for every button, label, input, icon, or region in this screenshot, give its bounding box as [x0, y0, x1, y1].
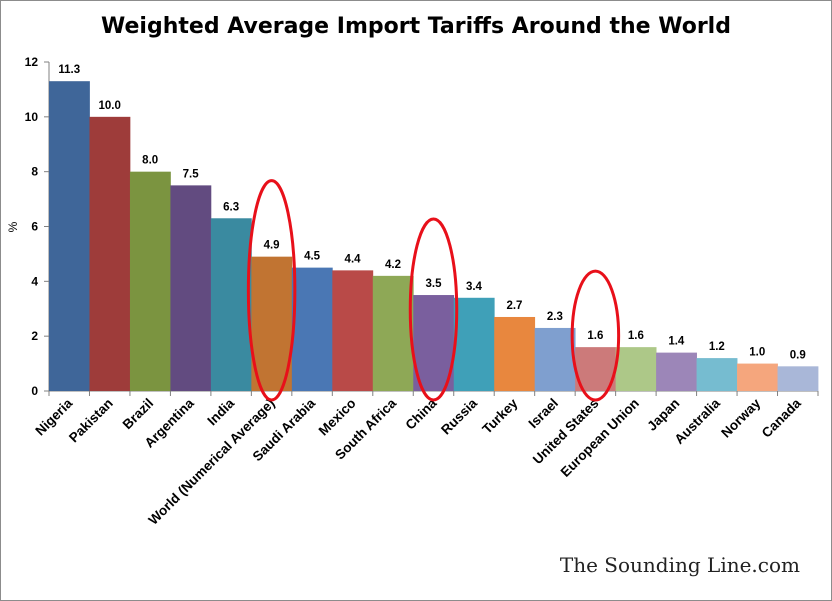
bar [291, 267, 333, 391]
category-label: European Union [558, 396, 642, 480]
y-tick-label: 10 [25, 110, 39, 124]
value-label: 6.3 [223, 201, 239, 213]
value-label: 4.9 [264, 240, 280, 252]
highlight-ellipse [408, 217, 459, 402]
y-tick-label: 12 [25, 55, 39, 69]
value-label: 4.2 [385, 259, 401, 271]
bar [332, 270, 374, 391]
chart-title: Weighted Average Import Tariffs Around t… [101, 14, 731, 39]
bar [494, 316, 536, 391]
y-tick-label: 0 [31, 384, 38, 398]
value-label: 8.0 [142, 155, 158, 167]
watermark: The Sounding Line.com [560, 553, 800, 577]
highlight-ellipse [246, 179, 297, 402]
bar [534, 327, 576, 391]
bar [49, 81, 90, 392]
value-label: 2.3 [547, 311, 563, 323]
y-tick-label: 4 [31, 274, 38, 288]
category-label: Israel [525, 396, 561, 432]
value-labels: 11.3 10.0 8.0 7.5 6.3 4.9 4.5 4.4 4.2 3.5 3.4 2.7 2.… [58, 64, 805, 361]
bar [89, 116, 131, 391]
bar [575, 347, 617, 391]
value-label: 10.0 [99, 100, 121, 112]
value-label: 4.4 [345, 253, 362, 265]
category-label: Japan [644, 396, 682, 434]
bars [49, 81, 819, 392]
category-label: Canada [759, 395, 804, 440]
highlight-circles [246, 179, 621, 402]
category-label: India [204, 395, 237, 428]
value-label: 1.2 [709, 341, 725, 353]
value-label: 3.5 [426, 278, 443, 290]
bar [129, 171, 171, 391]
value-label: 3.4 [466, 281, 483, 293]
value-label: 1.6 [628, 330, 644, 342]
value-label: 1.4 [668, 336, 685, 348]
bar [210, 218, 252, 391]
value-label: 1.6 [587, 330, 603, 342]
category-label: Russia [438, 395, 480, 437]
value-label: 1.0 [749, 347, 765, 359]
value-label: 0.9 [790, 349, 806, 361]
category-label: Pakistan [66, 396, 116, 446]
y-ticks: 0 2 4 6 8 10 12 [25, 55, 819, 398]
highlight-ellipse [570, 269, 621, 402]
value-label: 2.7 [506, 300, 522, 312]
bar [737, 363, 778, 391]
category-label: Brazil [120, 396, 157, 433]
bar [413, 295, 455, 391]
value-label: 4.5 [304, 251, 321, 263]
y-tick-label: 8 [31, 165, 38, 179]
value-label: 7.5 [183, 168, 200, 180]
bar [372, 275, 414, 391]
bar [615, 347, 657, 391]
bar [696, 358, 738, 391]
bar [251, 256, 293, 391]
y-tick-label: 6 [31, 220, 38, 234]
y-tick-label: 2 [31, 329, 38, 343]
y-axis-label: % [6, 221, 20, 232]
value-label: 11.3 [58, 64, 80, 76]
bar [777, 366, 819, 391]
bar [453, 297, 495, 391]
category-label: Norway [718, 395, 763, 440]
bar [656, 352, 697, 391]
category-label: Turkey [479, 395, 521, 437]
bar [170, 185, 212, 391]
